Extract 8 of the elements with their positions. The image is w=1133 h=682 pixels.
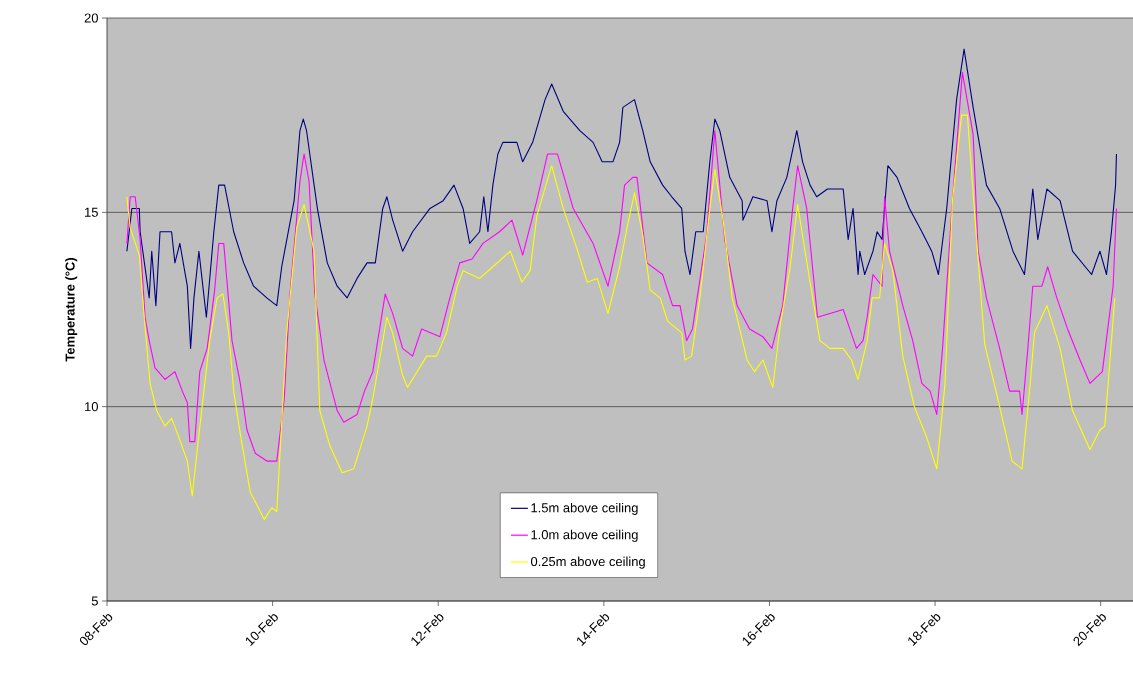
y-tick-label: 5 [91,596,98,606]
y-tick-label: 10 [85,402,98,412]
legend-label: 1.5m above ceiling [531,502,638,515]
legend-label: 0.25m above ceiling [530,556,645,569]
legend-label: 1.0m above ceiling [531,529,638,542]
y-axis-title: Temperature (°C) [65,258,78,362]
y-tick-label: 15 [85,207,98,217]
y-tick-label: 20 [84,13,98,23]
